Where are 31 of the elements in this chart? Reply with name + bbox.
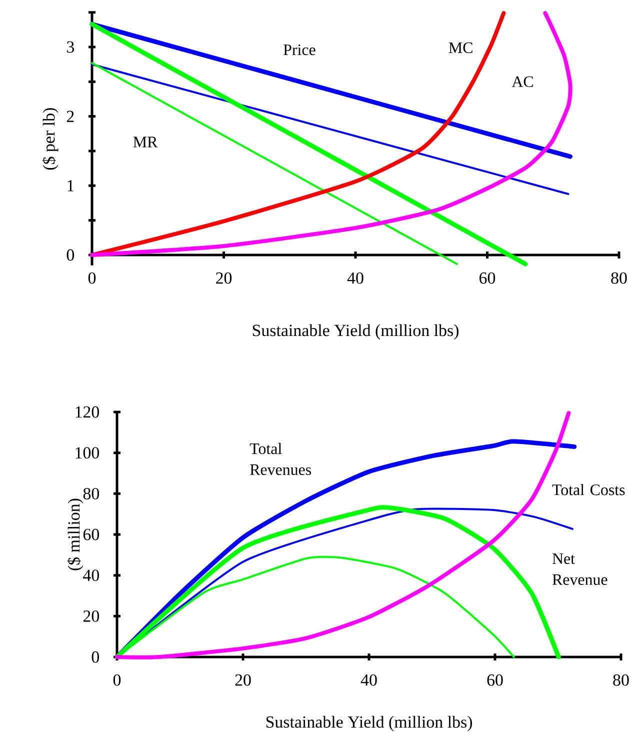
series-label: Total Costs [552,484,625,496]
y-axis-title: ($ per lb) [42,108,58,170]
x-tick-label: 60 [480,272,496,284]
x-tick-label: 40 [347,272,364,284]
y-tick-label: 0 [66,249,74,261]
series-label: Total Revenues [250,442,311,476]
text: AC [512,76,533,88]
y-tick-label: 60 [83,528,100,540]
x-tick-label: 80 [613,674,629,686]
y-tick-label: 3 [67,41,74,53]
x-tick-label: 0 [113,674,121,686]
x-axis-title: Sustainable Yield (million lbs) [252,324,458,340]
x-tick-label: 60 [487,674,503,686]
y-tick-label: 1 [68,180,74,192]
y-tick-label: 40 [83,570,100,582]
x-tick-label: 20 [216,272,232,284]
y-tick-label: 0 [92,651,100,663]
series-label: MC [448,42,472,54]
y-axis-title: ($ million) [67,498,84,570]
y-tick-label: 20 [83,610,100,622]
text: MR [133,136,158,148]
x-tick-label: 20 [235,674,251,686]
x-axis-title: Sustainable Yield (million lbs) [266,716,472,732]
series-label: Price [284,44,316,56]
y-tick-label: 120 [76,406,100,418]
y-tick-label: 80 [83,488,100,500]
y-tick-label: 2 [66,110,74,122]
y-tick-label: 100 [76,447,100,459]
series-label: Net Revenue [552,553,608,585]
x-tick-label: 80 [611,272,627,284]
x-tick-label: 40 [360,674,377,686]
